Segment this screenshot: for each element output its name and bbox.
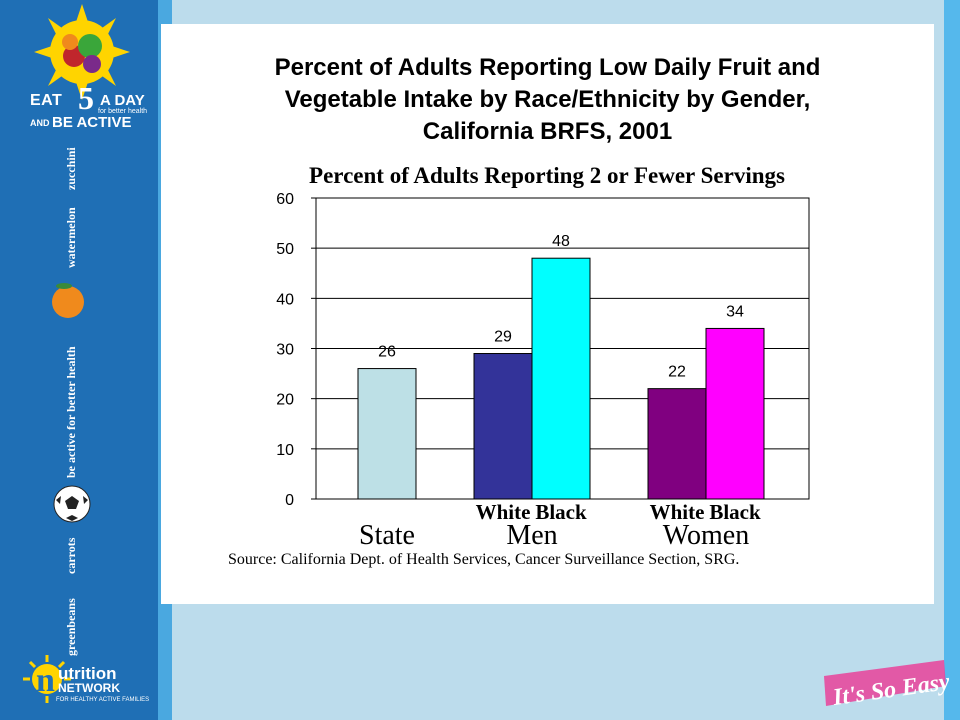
slide-title: Percent of Adults Reporting Low Daily Fr… xyxy=(161,52,934,148)
sidebar-word-carrots: carrots xyxy=(64,537,78,574)
group-label: Women xyxy=(663,520,749,551)
y-tick-label: 10 xyxy=(276,442,294,459)
sidebar xyxy=(0,0,158,720)
bar-category-label: Black xyxy=(535,500,587,524)
source-note: Source: California Dept. of Health Servi… xyxy=(228,551,739,568)
logo-five: 5 xyxy=(78,80,94,116)
logo-for-better-health: for better health xyxy=(98,108,148,115)
y-tick-label: 60 xyxy=(276,191,294,208)
right-edge-strip xyxy=(944,0,960,720)
bar-men-black xyxy=(531,257,591,500)
network-logo-subtitle: FOR HEALTHY ACTIVE FAMILIES xyxy=(56,697,150,703)
data-label: 34 xyxy=(726,303,744,320)
data-label: 29 xyxy=(494,329,512,346)
sidebar-word-be-active: be active for better health xyxy=(64,346,78,478)
logo-be-active: BE ACTIVE xyxy=(52,114,132,131)
y-tick-label: 0 xyxy=(285,492,294,509)
network-logo-n: n xyxy=(36,662,55,699)
slide-title-line1: Percent of Adults Reporting Low Daily Fr… xyxy=(274,54,821,81)
its-so-easy-logo: It's So Easy xyxy=(824,660,952,711)
sidebar-word-zucchini: zucchini xyxy=(64,147,78,190)
bar-chart: Percent of Adults Reporting 2 or Fewer S… xyxy=(228,163,810,568)
bar-category-label: White xyxy=(476,500,531,524)
logo-and: AND xyxy=(30,118,50,128)
sidebar-word-watermelon: watermelon xyxy=(64,207,78,268)
data-label: 22 xyxy=(668,364,686,381)
sidebar-word-greenbeans: greenbeans xyxy=(64,598,78,656)
chart-title: Percent of Adults Reporting 2 or Fewer S… xyxy=(309,163,785,188)
orange-icon xyxy=(52,283,84,318)
y-tick-label: 50 xyxy=(276,241,294,258)
bar-state-all xyxy=(357,368,417,500)
bar-women-black xyxy=(705,327,765,500)
soccer-ball-icon xyxy=(53,485,91,523)
group-label: State xyxy=(359,520,415,551)
y-tick-label: 40 xyxy=(276,291,294,308)
logo-eat: EAT xyxy=(30,92,63,109)
y-tick-label: 30 xyxy=(276,342,294,359)
data-label: 26 xyxy=(378,344,396,361)
bar-women-white xyxy=(647,388,707,500)
network-logo-word2: NETWORK xyxy=(58,681,120,695)
bar-men-white xyxy=(473,353,533,500)
slide-title-line3: California BRFS, 2001 xyxy=(422,118,673,145)
nutrition-network-sun-icon xyxy=(23,655,71,703)
data-label: 48 xyxy=(552,233,570,250)
y-tick-label: 20 xyxy=(276,392,294,409)
slide-title-line2: Vegetable Intake by Race/Ethnicity by Ge… xyxy=(284,86,811,113)
sun-icon xyxy=(34,4,130,100)
logo-a-day: A DAY xyxy=(100,92,145,109)
group-label: Men xyxy=(506,520,557,551)
bar-category-label: White xyxy=(650,500,705,524)
bar-category-label: Black xyxy=(709,500,761,524)
network-logo-word: utrition xyxy=(58,664,117,683)
